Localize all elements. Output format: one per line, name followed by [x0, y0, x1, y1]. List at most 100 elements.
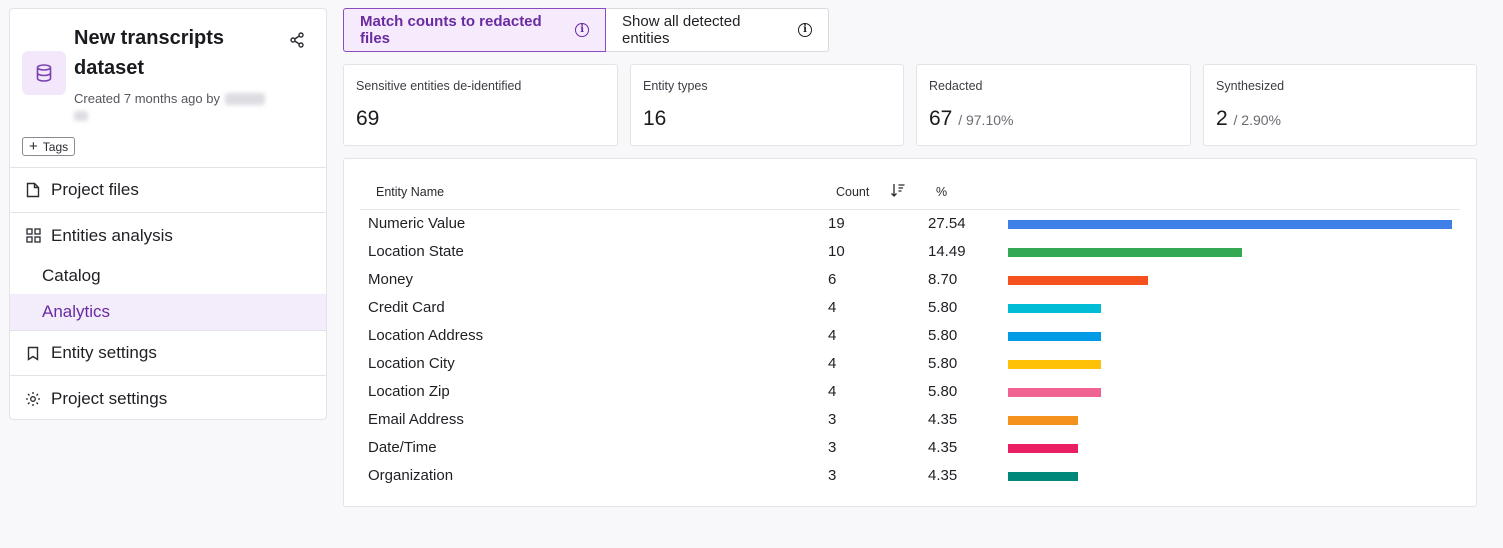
redacted-author-name — [224, 92, 265, 105]
stat-value-group: 67 / 97.10% — [929, 107, 1013, 131]
stat-card-sensitive: Sensitive entities de-identified 69 — [343, 64, 618, 146]
table-row[interactable]: Location City 4 5.80 — [368, 350, 1458, 378]
nav-entities-analysis-label: Entities analysis — [51, 225, 173, 245]
show-all-entities-button[interactable]: Show all detected entities i — [606, 8, 829, 52]
header-percent[interactable]: % — [936, 185, 948, 199]
nav-project-settings-label: Project settings — [51, 388, 168, 408]
table-row[interactable]: Credit Card 4 5.80 — [368, 294, 1458, 322]
entity-percent-cell: 5.80 — [928, 383, 958, 400]
sidebar: New transcripts dataset Created 7 months… — [9, 8, 327, 420]
entities-table-panel: Entity Name Count % Numeric Value 19 27.54… — [343, 158, 1477, 507]
entity-percent-cell: 4.35 — [928, 467, 958, 484]
nav-analytics[interactable]: Analytics — [10, 294, 326, 330]
table-row[interactable]: Location State 10 14.49 — [368, 238, 1458, 266]
stat-value: 69 — [356, 107, 380, 130]
table-row[interactable]: Date/Time 3 4.35 — [368, 434, 1458, 462]
entity-count-cell: 10 — [828, 243, 845, 260]
entity-percent-cell: 14.49 — [928, 243, 966, 260]
nav-entities-analysis-group: Entities analysis Catalog Analytics — [10, 213, 326, 331]
stat-percent: / 2.90% — [1233, 112, 1282, 128]
entity-percent-cell: 5.80 — [928, 299, 958, 316]
table-row[interactable]: Location Address 4 5.80 — [368, 322, 1458, 350]
gear-icon — [24, 390, 42, 408]
entity-count-cell: 3 — [828, 411, 837, 428]
entity-percent-cell: 27.54 — [928, 215, 966, 232]
entity-count-cell: 4 — [828, 327, 837, 344]
entity-count-cell: 4 — [828, 355, 837, 372]
table-row[interactable]: Money 6 8.70 — [368, 266, 1458, 294]
entity-percent-cell: 8.70 — [928, 271, 958, 288]
entity-count-bar — [1008, 388, 1101, 397]
stat-label: Synthesized — [1216, 79, 1285, 93]
entity-count-cell: 4 — [828, 299, 837, 316]
nav-catalog[interactable]: Catalog — [42, 266, 101, 285]
header-entity-name[interactable]: Entity Name — [376, 185, 445, 199]
entity-percent-cell: 4.35 — [928, 439, 958, 456]
entity-name-cell: Location Zip — [368, 383, 450, 400]
entity-name-cell: Credit Card — [368, 299, 445, 316]
entity-name-cell: Email Address — [368, 411, 464, 428]
entity-count-bar — [1008, 472, 1078, 481]
stat-value: 2 — [1216, 107, 1228, 130]
nav-project-settings[interactable]: Project settings — [10, 376, 326, 421]
created-text: Created 7 months ago by — [74, 91, 220, 106]
show-all-entities-label: Show all detected entities — [622, 13, 741, 47]
entity-count-bar — [1008, 276, 1148, 285]
info-icon[interactable]: i — [575, 23, 589, 37]
stat-percent: / 97.10% — [958, 112, 1014, 128]
tags-label: Tags — [42, 139, 69, 154]
nav-project-files[interactable]: Project files — [10, 168, 326, 213]
entity-count-bar — [1008, 360, 1101, 369]
entity-name-cell: Date/Time — [368, 439, 437, 456]
plus-icon: + — [29, 137, 38, 155]
entity-count-bar — [1008, 220, 1452, 229]
database-icon — [22, 51, 66, 95]
table-row[interactable]: Location Zip 4 5.80 — [368, 378, 1458, 406]
entity-name-cell: Numeric Value — [368, 215, 466, 232]
entity-count-bar — [1008, 416, 1078, 425]
dataset-header: New transcripts dataset Created 7 months… — [10, 9, 326, 168]
stat-card-entity-types: Entity types 16 — [630, 64, 904, 146]
table-header: Entity Name Count % — [360, 177, 1460, 210]
add-tags-button[interactable]: + Tags — [22, 137, 76, 156]
entity-count-cell: 6 — [828, 271, 837, 288]
sort-descending-icon[interactable] — [890, 182, 908, 200]
entity-count-cell: 4 — [828, 383, 837, 400]
table-row[interactable]: Email Address 3 4.35 — [368, 406, 1458, 434]
entity-count-cell: 3 — [828, 439, 837, 456]
table-row[interactable]: Organization 3 4.35 — [368, 462, 1458, 490]
nav-entities-analysis[interactable]: Entities analysis — [10, 213, 326, 258]
entity-name-cell: Organization — [368, 467, 454, 484]
info-icon[interactable]: i — [798, 23, 812, 37]
entity-count-cell: 3 — [828, 467, 837, 484]
stat-label: Entity types — [643, 79, 708, 93]
entity-percent-cell: 5.80 — [928, 355, 958, 372]
stat-value: 16 — [643, 107, 667, 130]
grid-icon — [24, 227, 42, 245]
entity-name-cell: Location City — [368, 355, 455, 372]
entity-name-cell: Location State — [368, 243, 464, 260]
stat-card-synthesized: Synthesized 2 / 2.90% — [1203, 64, 1477, 146]
nav-project-files-label: Project files — [51, 180, 139, 199]
entity-percent-cell: 4.35 — [928, 411, 958, 428]
nav-entity-settings-label: Entity settings — [51, 343, 157, 362]
entity-name-cell: Money — [368, 271, 414, 288]
match-counts-button[interactable]: Match counts to redacted files i — [343, 8, 606, 52]
table-row[interactable]: Numeric Value 19 27.54 — [368, 210, 1458, 238]
match-counts-label: Match counts to redacted files — [360, 13, 542, 47]
stat-value-group: 2 / 2.90% — [1216, 107, 1281, 131]
dataset-created-meta: Created 7 months ago by — [74, 91, 265, 106]
entity-name-cell: Location Address — [368, 327, 484, 344]
entity-count-bar — [1008, 304, 1101, 313]
file-icon — [24, 181, 42, 199]
bookmark-icon — [24, 344, 42, 362]
share-icon[interactable] — [286, 29, 308, 51]
entity-percent-cell: 5.80 — [928, 327, 958, 344]
entity-count-bar — [1008, 444, 1078, 453]
stat-label: Redacted — [929, 79, 983, 93]
entity-count-cell: 19 — [828, 215, 845, 232]
stat-value: 67 — [929, 107, 953, 130]
header-count[interactable]: Count — [836, 185, 870, 199]
nav-entity-settings[interactable]: Entity settings — [10, 331, 326, 376]
dataset-title: New transcripts dataset — [74, 27, 225, 79]
